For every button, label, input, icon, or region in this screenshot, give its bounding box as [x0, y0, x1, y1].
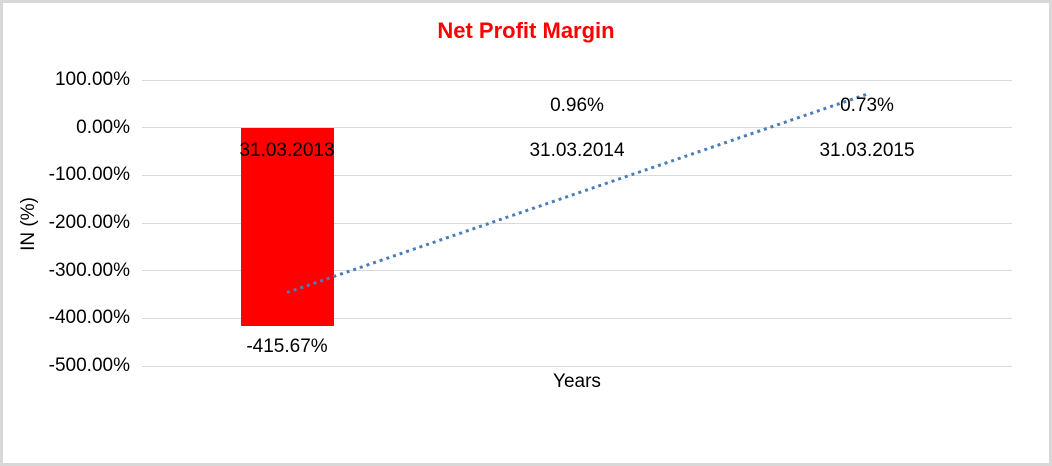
- category-label: 31.03.2013: [239, 139, 335, 161]
- data-label: -415.67%: [246, 335, 328, 357]
- chart-title: Net Profit Margin: [437, 18, 615, 43]
- y-axis-tick-label: -200.00%: [48, 212, 130, 233]
- y-axis-tick-label: -400.00%: [48, 307, 130, 329]
- gridline: [142, 222, 1012, 224]
- category-label: 31.03.2015: [819, 139, 915, 161]
- y-axis-tick-label: -500.00%: [48, 355, 130, 376]
- gridline: [142, 270, 1012, 272]
- gridline: [142, 317, 1012, 319]
- gridline: [142, 79, 1012, 81]
- data-label: 0.96%: [550, 95, 604, 117]
- y-axis-tick-label: 0.00%: [76, 116, 130, 138]
- gridline: [142, 127, 1012, 129]
- data-label: 0.73%: [840, 95, 894, 117]
- trendline: [286, 92, 868, 294]
- y-axis-tick-label: -300.00%: [48, 259, 130, 281]
- y-axis-tick-label: 100.00%: [54, 69, 130, 90]
- y-axis-tick-label: -100.00%: [48, 164, 130, 186]
- category-label: 31.03.2014: [529, 139, 625, 161]
- x-axis-title: Years: [553, 371, 601, 392]
- gridline: [142, 174, 1012, 176]
- gridline: [142, 365, 1012, 367]
